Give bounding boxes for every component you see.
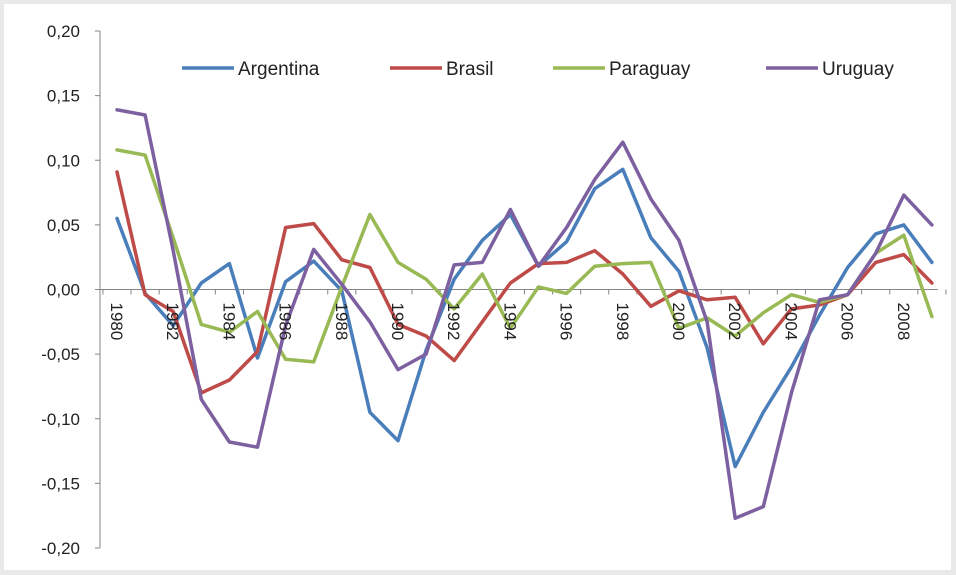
series-line-brasil	[115, 170, 934, 395]
legend-label-paraguay: Paraguay	[609, 59, 691, 80]
y-tick-label: -0,05	[41, 345, 80, 364]
x-tick-label: 2008	[894, 303, 913, 341]
x-tick-label: 2004	[781, 303, 800, 341]
x-tick-label: 1990	[388, 303, 407, 341]
y-tick-label: 0,00	[47, 281, 80, 300]
y-tick-label: 0,10	[47, 151, 80, 170]
line-chart: 0,20 0,15 0,10 0,05 0,00 -0,05 -0,10 -0,15 -0,20…	[41, 22, 947, 558]
chart-area: 0,20 0,15 0,10 0,05 0,00 -0,05 -0,10 -0,15 -0,20…	[4, 4, 951, 570]
x-tick-label: 2002	[725, 303, 744, 341]
series-line-uruguay	[115, 108, 934, 521]
x-tick-label: 1980	[107, 303, 126, 341]
y-tick-label: 0,05	[47, 216, 80, 235]
x-tick-label: 1994	[500, 303, 519, 341]
x-tick-label: 1982	[163, 303, 182, 341]
x-tick-label: 1986	[276, 303, 295, 341]
x-tick-label: 2000	[669, 303, 688, 341]
x-tick-label: 1988	[332, 303, 351, 341]
y-tick-label: 0,15	[47, 87, 80, 106]
y-tick-label: -0,20	[41, 539, 80, 558]
y-tick-label: -0,15	[41, 474, 80, 493]
series-line-paraguay	[115, 148, 934, 364]
x-tick-label: 2006	[838, 303, 857, 341]
legend-label-brasil: Brasil	[446, 59, 494, 80]
legend-label-argentina: Argentina	[238, 59, 320, 80]
x-tick-label: 1998	[613, 303, 632, 341]
legend-label-uruguay: Uruguay	[822, 59, 894, 80]
x-tick-label: 1984	[219, 303, 238, 341]
x-tick-label: 1992	[444, 303, 463, 341]
x-tick-label: 1996	[557, 303, 576, 341]
y-tick-label: -0,10	[41, 410, 80, 429]
y-tick-label: 0,20	[47, 22, 80, 41]
